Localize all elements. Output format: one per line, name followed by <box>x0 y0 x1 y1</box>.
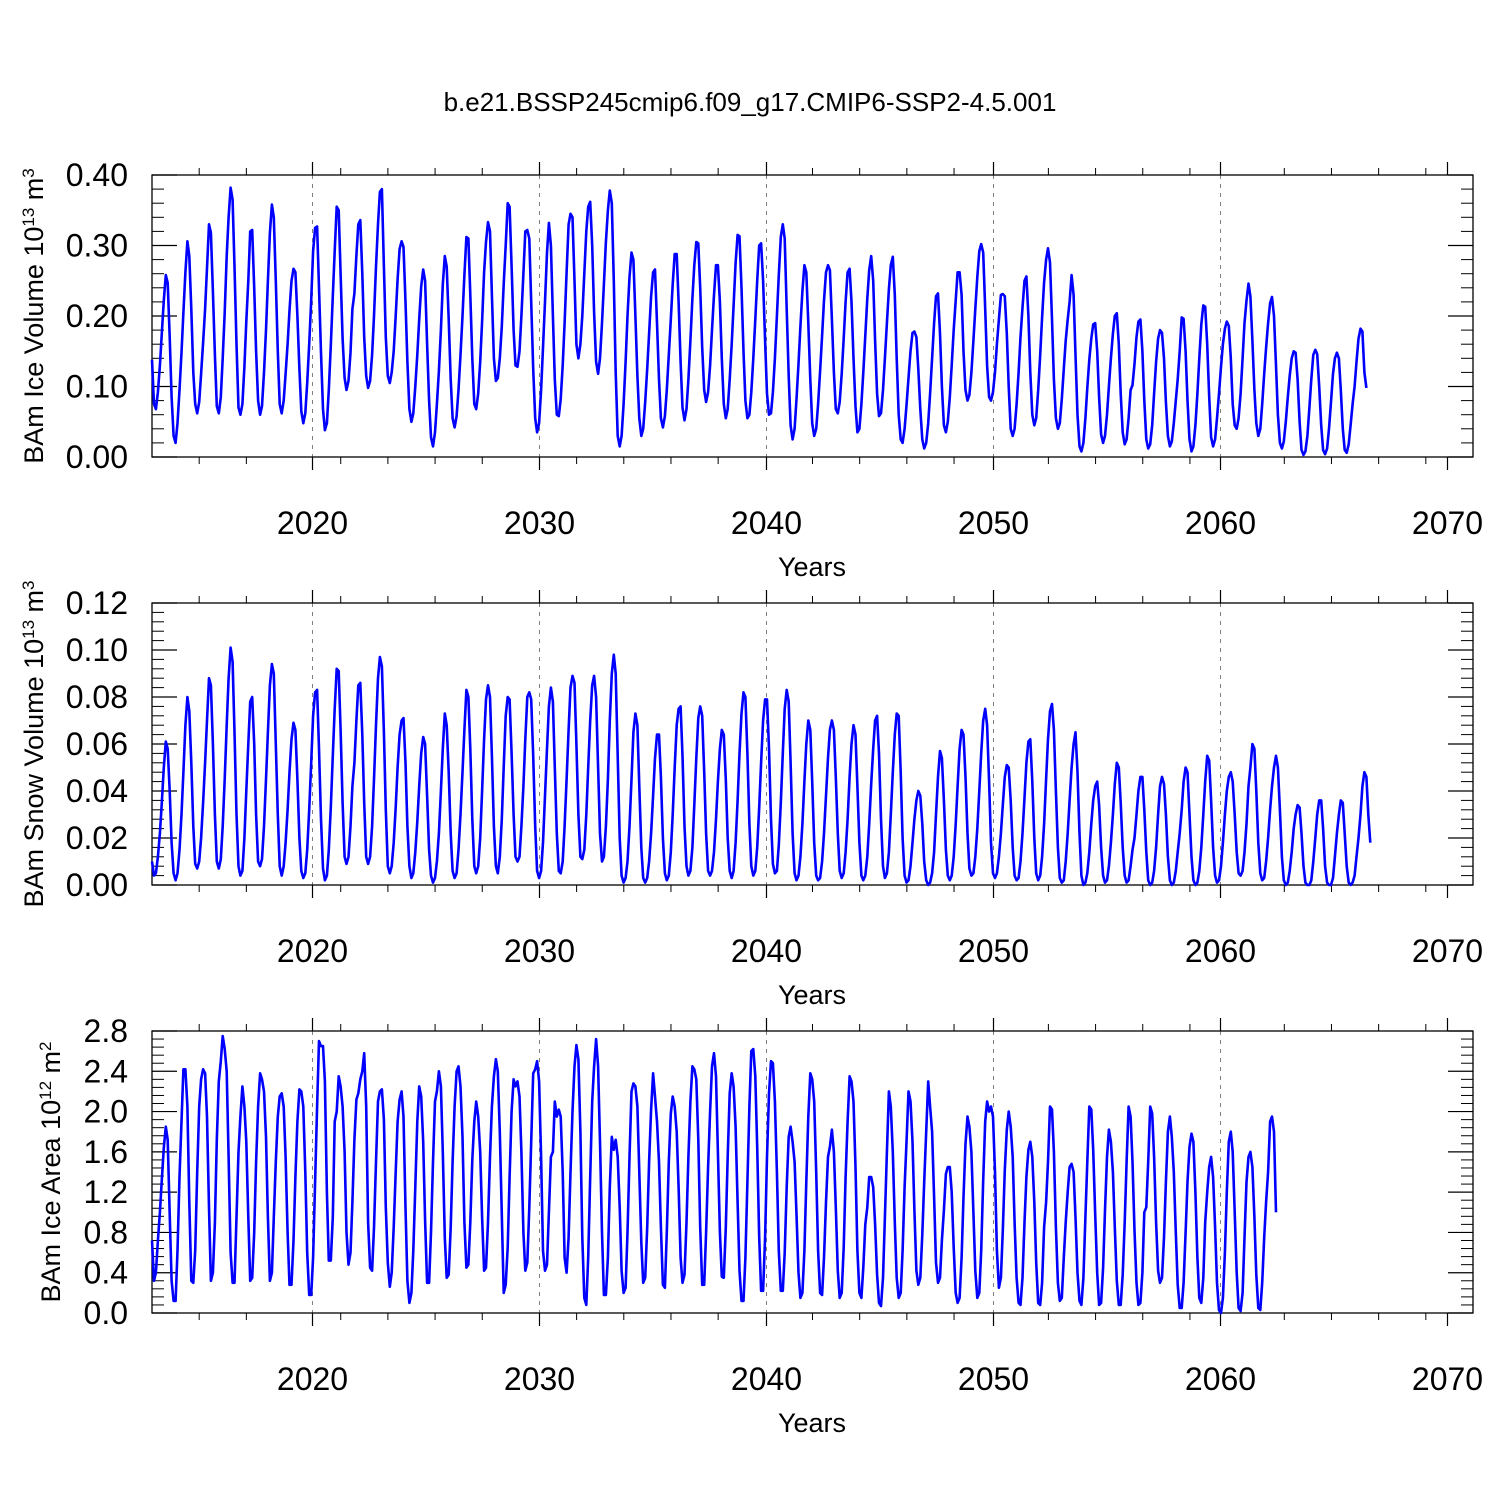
x-tick-label: 2040 <box>731 933 802 969</box>
x-tick-label: 2060 <box>1185 505 1256 541</box>
y-label-text: BAm Ice Volume 10 <box>19 227 49 464</box>
x-tick-label: 2040 <box>731 505 802 541</box>
y-tick-label: 0.04 <box>66 773 128 809</box>
panel-2: 0.00 0.02 0.04 0.06 0.08 0.10 0.12 2020 2030 2040… <box>19 580 1484 1010</box>
y-tick-label: 0.10 <box>66 632 128 668</box>
y-tick-label: 2.4 <box>84 1053 128 1089</box>
x-tick-label: 2020 <box>277 505 348 541</box>
panels: 0.00 0.10 0.20 0.30 0.40 2020 2030 2040 2050 2060… <box>19 157 1484 1438</box>
y-axis-label: BAm Ice Volume 1013 m3 <box>19 168 50 464</box>
figure-title: b.e21.BSSP245cmip6.f09_g17.CMIP6-SSP2-4.… <box>444 87 1057 117</box>
x-tick-label: 2030 <box>504 505 575 541</box>
y-tick-label: 0.06 <box>66 726 128 762</box>
y-tick-label: 1.6 <box>84 1134 128 1170</box>
x-tick-label: 2040 <box>731 1361 802 1397</box>
y-label-text: m <box>19 178 49 208</box>
y-label-text: BAm Ice Area 10 <box>36 1100 66 1303</box>
x-tick-label: 2030 <box>504 1361 575 1397</box>
y-tick-label: 0.0 <box>84 1295 128 1331</box>
x-tick-label: 2020 <box>277 1361 348 1397</box>
y-tick-label: 0.12 <box>66 585 128 621</box>
x-tick-label: 2060 <box>1185 933 1256 969</box>
x-tick-label: 2070 <box>1412 933 1483 969</box>
y-axis-label: BAm Ice Area 1012 m2 <box>36 1042 67 1303</box>
series-line <box>150 186 1368 457</box>
y-tick-label: 0.8 <box>84 1214 128 1250</box>
y-tick-label: 0.00 <box>66 439 128 475</box>
y-label-exponent: 3 <box>19 168 38 177</box>
y-label-exponent: 2 <box>36 1042 55 1051</box>
y-label-exponent: 13 <box>19 620 38 639</box>
y-tick-label: 1.2 <box>84 1174 128 1210</box>
x-tick-label: 2070 <box>1412 505 1483 541</box>
y-tick-label: 0.30 <box>66 228 128 264</box>
x-axis-label: Years <box>778 1408 846 1438</box>
y-tick-label: 0.08 <box>66 679 128 715</box>
y-tick-label: 0.40 <box>66 157 128 193</box>
x-tick-label: 2020 <box>277 933 348 969</box>
panel-1: 0.00 0.10 0.20 0.30 0.40 2020 2030 2040 2050 2060… <box>19 157 1484 582</box>
x-tick-label: 2050 <box>958 1361 1029 1397</box>
y-label-text: m <box>36 1051 66 1081</box>
x-tick-label: 2070 <box>1412 1361 1483 1397</box>
y-label-text: BAm Snow Volume 10 <box>19 639 49 908</box>
y-label-exponent: 12 <box>36 1081 55 1100</box>
x-tick-label: 2050 <box>958 933 1029 969</box>
y-tick-label: 2.0 <box>84 1094 128 1130</box>
x-tick-label: 2030 <box>504 933 575 969</box>
x-tick-label: 2060 <box>1185 1361 1256 1397</box>
y-tick-label: 0.00 <box>66 867 128 903</box>
y-axis-label: BAm Snow Volume 1013 m3 <box>19 580 50 907</box>
y-tick-label: 0.20 <box>66 298 128 334</box>
y-tick-label: 0.02 <box>66 820 128 856</box>
y-label-exponent: 3 <box>19 580 38 589</box>
y-label-exponent: 13 <box>19 208 38 227</box>
series-line <box>150 646 1372 887</box>
y-tick-label: 2.8 <box>84 1013 128 1049</box>
x-axis-label: Years <box>778 980 846 1010</box>
x-axis-label: Years <box>778 552 846 582</box>
panel-3: 0.0 0.4 0.8 1.2 1.6 2.0 2.4 2.8 2020 2030 2040 2050… <box>36 1013 1484 1438</box>
x-tick-label: 2050 <box>958 505 1029 541</box>
y-label-text: m <box>19 590 49 620</box>
series-line <box>150 1034 1278 1315</box>
y-tick-label: 0.4 <box>84 1255 128 1291</box>
y-tick-label: 0.10 <box>66 369 128 405</box>
